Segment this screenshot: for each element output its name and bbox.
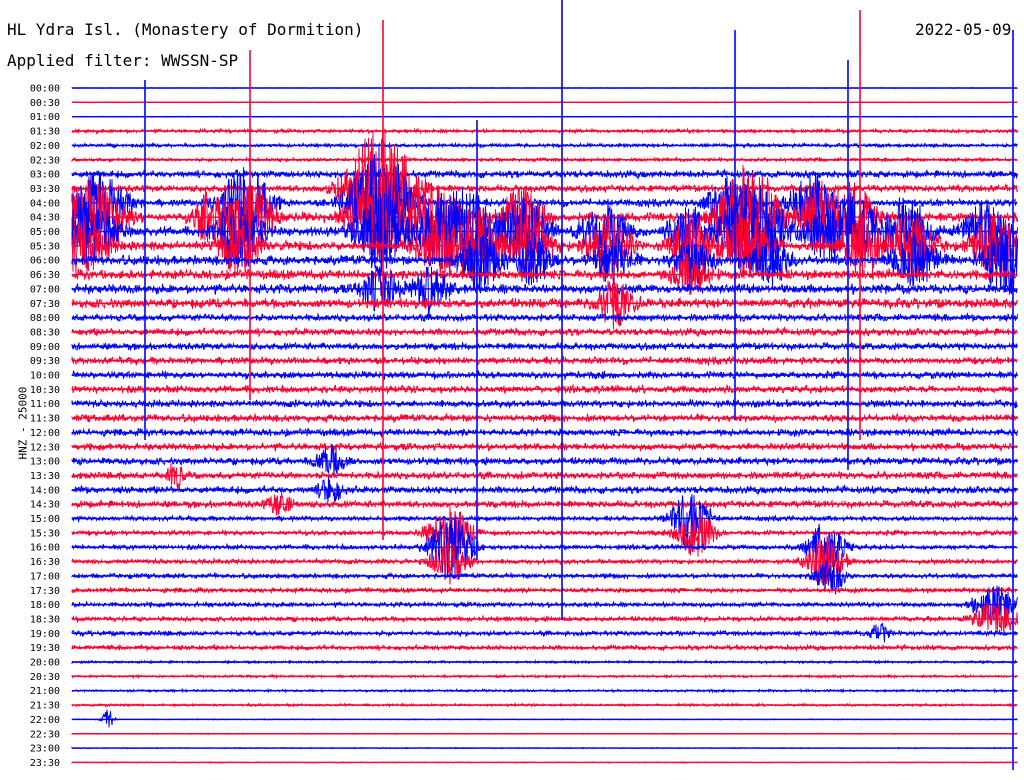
time-tick-label: 08:00 bbox=[30, 313, 60, 324]
seismic-trace bbox=[71, 490, 1018, 516]
time-tick-label: 21:00 bbox=[30, 686, 60, 697]
time-tick-label: 13:00 bbox=[30, 457, 60, 468]
time-tick-label: 09:30 bbox=[30, 356, 60, 367]
station-title: HL Ydra Isl. (Monastery of Dormition) bbox=[7, 20, 364, 39]
time-tick-label: 19:30 bbox=[30, 643, 60, 654]
time-tick-label: 07:30 bbox=[30, 299, 60, 310]
time-tick-label: 18:30 bbox=[30, 614, 60, 625]
time-tick-label: 20:30 bbox=[30, 672, 60, 683]
time-tick-label: 00:30 bbox=[30, 98, 60, 109]
time-tick-label: 05:00 bbox=[30, 227, 60, 238]
seismic-trace bbox=[71, 443, 1018, 478]
time-tick-label: 07:00 bbox=[30, 284, 60, 295]
time-tick-label: 23:00 bbox=[30, 744, 60, 755]
time-tick-label: 08:30 bbox=[30, 327, 60, 338]
time-tick-label: 03:30 bbox=[30, 184, 60, 195]
time-tick-label: 10:30 bbox=[30, 385, 60, 396]
time-tick-label: 22:30 bbox=[30, 729, 60, 740]
time-tick-label: 18:00 bbox=[30, 600, 60, 611]
time-tick-label: 11:30 bbox=[30, 414, 60, 425]
time-tick-label: 23:30 bbox=[30, 758, 60, 769]
time-tick-label: 16:30 bbox=[30, 557, 60, 568]
time-tick-label: 12:00 bbox=[30, 428, 60, 439]
time-tick-label: 06:30 bbox=[30, 270, 60, 281]
time-tick-label: 03:00 bbox=[30, 170, 60, 181]
time-tick-label: 06:00 bbox=[30, 256, 60, 267]
time-tick-label: 15:30 bbox=[30, 528, 60, 539]
time-tick-label: 00:00 bbox=[30, 84, 60, 95]
time-tick-label: 02:30 bbox=[30, 155, 60, 166]
time-tick-label: 16:00 bbox=[30, 543, 60, 554]
time-tick-label: 13:30 bbox=[30, 471, 60, 482]
date-label: 2022-05-09 bbox=[915, 20, 1012, 39]
time-tick-label: 17:30 bbox=[30, 586, 60, 597]
time-tick-label: 19:00 bbox=[30, 629, 60, 640]
time-tick-label: 04:30 bbox=[30, 213, 60, 224]
time-tick-label: 15:00 bbox=[30, 514, 60, 525]
filter-label: Applied filter: WWSSN-SP bbox=[7, 51, 239, 70]
seismic-trace bbox=[71, 477, 1018, 503]
time-tick-label: 01:30 bbox=[30, 127, 60, 138]
time-tick-label: 04:00 bbox=[30, 198, 60, 209]
time-tick-label: 01:00 bbox=[30, 112, 60, 123]
time-tick-label: 11:00 bbox=[30, 399, 60, 410]
time-tick-label: 05:30 bbox=[30, 241, 60, 252]
seismic-trace bbox=[71, 517, 1018, 578]
time-tick-label: 21:30 bbox=[30, 701, 60, 712]
time-tick-label: 12:30 bbox=[30, 442, 60, 453]
time-tick-label: 22:00 bbox=[30, 715, 60, 726]
seismic-trace bbox=[71, 709, 1018, 728]
time-tick-label: 10:00 bbox=[30, 371, 60, 382]
time-tick-label: 14:00 bbox=[30, 485, 60, 496]
time-tick-label: 14:30 bbox=[30, 500, 60, 511]
time-tick-label: 20:00 bbox=[30, 658, 60, 669]
time-tick-label: 17:00 bbox=[30, 571, 60, 582]
time-tick-label: 09:00 bbox=[30, 342, 60, 353]
time-tick-label: 02:00 bbox=[30, 141, 60, 152]
